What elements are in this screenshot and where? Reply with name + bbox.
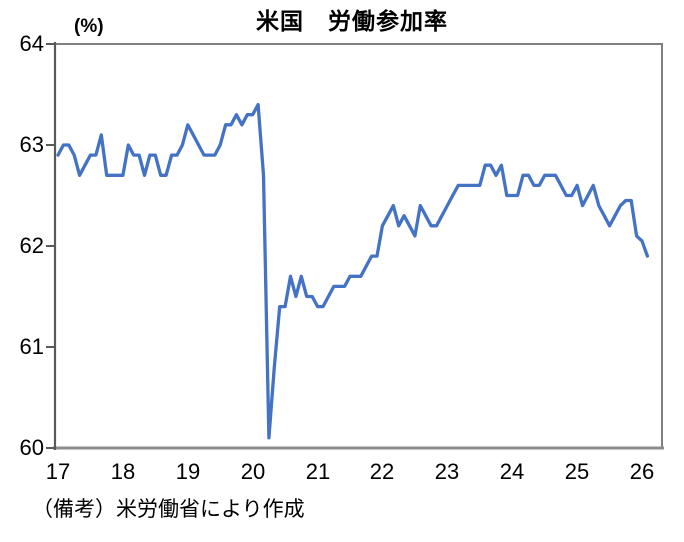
- y-axis-unit-label: (%): [74, 16, 104, 37]
- x-tick-label: 17: [45, 459, 71, 484]
- y-tick-label: 64: [19, 31, 44, 56]
- x-tick-label: 23: [434, 459, 460, 484]
- x-tick-label: 24: [499, 459, 525, 484]
- chart-title: 米国 労働参加率: [256, 8, 448, 34]
- y-tick-label: 61: [19, 334, 44, 359]
- x-tick-label: 21: [305, 459, 331, 484]
- x-tick-label: 19: [175, 459, 201, 484]
- participation-rate-line: [56, 102, 650, 440]
- x-tick-label: 25: [564, 459, 590, 484]
- x-tick-label: 20: [240, 459, 266, 484]
- plot-border: [54, 43, 663, 449]
- x-tick-label: 18: [110, 459, 136, 484]
- y-tick-label: 60: [19, 435, 44, 460]
- x-tick-label: 22: [369, 459, 395, 484]
- y-tick-label: 63: [19, 132, 44, 157]
- y-axis-ticks: [46, 43, 55, 449]
- x-tick-label: 26: [629, 459, 655, 484]
- y-tick-label: 62: [19, 233, 44, 258]
- source-note: （備考）米労働省により作成: [32, 498, 305, 521]
